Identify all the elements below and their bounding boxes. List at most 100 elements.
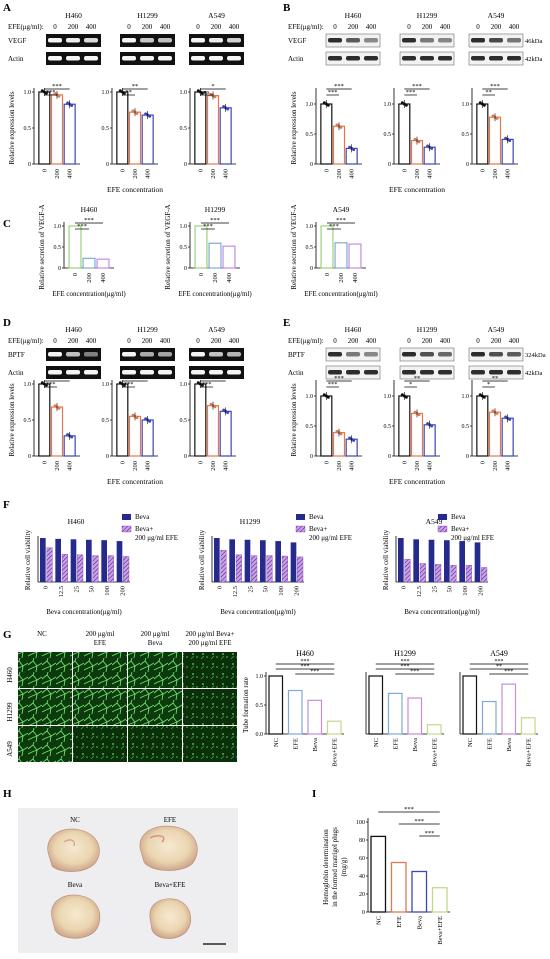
y-axis-label: Relative secretion of VEGF-A <box>290 204 298 289</box>
data-point <box>417 413 421 417</box>
data-point <box>200 91 204 95</box>
lane-label: 200 <box>422 23 433 31</box>
bar <box>128 111 142 165</box>
lane-label: 200 <box>211 337 222 345</box>
x-tick-label: 400 <box>352 273 359 283</box>
band <box>328 38 342 43</box>
band <box>346 38 360 43</box>
band <box>209 370 223 375</box>
band <box>140 370 154 375</box>
bar <box>219 107 232 165</box>
legend-label-combo-b: 200 μg/ml EFE <box>309 534 352 542</box>
y-tick-label: 0.5 <box>306 132 314 138</box>
panel-letter-c: C <box>3 218 11 230</box>
significance-label: *** <box>406 89 416 96</box>
y-tick-label: 1.0 <box>102 90 110 96</box>
x-tick-label: EFE <box>292 738 299 750</box>
band <box>122 38 136 43</box>
band-label: VEGF <box>8 37 26 45</box>
y-tick-label: 0.5 <box>180 126 188 132</box>
bar <box>206 94 220 165</box>
legend-swatch-beva <box>438 514 447 520</box>
x-tick-label: 0 <box>197 169 204 172</box>
tube-formation-micrographs: NC 200 μg/ml EFE 200 μg/ml Beva 200 μg/m… <box>6 630 237 762</box>
lane-label: 200 <box>142 337 153 345</box>
bar-beva-efe <box>123 556 130 583</box>
data-point <box>70 435 74 439</box>
matrigel-plug-photos: NC EFE Beva Beva+EFE <box>18 808 238 953</box>
g-col-beva-b: Beva <box>148 639 163 647</box>
plug-combo <box>149 898 191 939</box>
lane-label: 400 <box>440 23 451 31</box>
cell-line-title: H460 <box>345 325 362 334</box>
bar <box>476 395 489 457</box>
x-tick-label: EFE <box>392 738 399 750</box>
h-label-beva: Beva <box>68 881 83 889</box>
micrograph <box>73 689 127 725</box>
x-tick-label: 200 <box>293 586 300 596</box>
y-tick-label: 0 <box>184 162 187 168</box>
plug-efe <box>139 825 198 871</box>
x-axis-label: Beva concentration(μg/ml) <box>220 608 296 616</box>
bar <box>476 103 489 165</box>
y-tick-label: 1.0 <box>102 382 110 388</box>
bar-beva <box>116 541 123 582</box>
significance-label: *** <box>504 669 513 675</box>
bar <box>116 91 129 165</box>
x-tick-label: 25 <box>431 586 438 593</box>
y-tick-label: 0 <box>28 454 31 460</box>
bar-beva <box>86 539 92 582</box>
bar-beva <box>55 538 61 582</box>
bar-beva-efe <box>297 556 304 583</box>
band <box>346 56 360 61</box>
significance-label: *** <box>208 375 218 382</box>
lane-label: 0 <box>53 23 57 31</box>
bar <box>334 242 348 269</box>
micrograph <box>73 726 127 762</box>
band <box>438 56 452 61</box>
y-tick-label: 1.0 <box>384 394 392 400</box>
x-tick-label: NC <box>467 738 474 747</box>
band <box>507 370 521 375</box>
y-tick-label: 0.5 <box>256 703 264 709</box>
band <box>140 352 154 357</box>
significance-label: * <box>409 381 412 388</box>
bar <box>410 412 424 457</box>
significance-label: *** <box>77 223 87 230</box>
lane-label: 400 <box>366 23 377 31</box>
x-tick-label: 100 <box>104 586 111 596</box>
bar-beva-efe <box>450 565 457 583</box>
micrograph <box>18 726 72 762</box>
y-axis-label: Relative expression levels <box>8 91 16 164</box>
band <box>227 56 241 61</box>
band <box>191 370 205 375</box>
panel-letter-e: E <box>283 317 290 329</box>
x-axis-label: EFE concentration(μg/ml) <box>52 290 126 298</box>
band-label: Actin <box>288 55 304 63</box>
data-point <box>495 116 499 120</box>
band <box>227 352 241 357</box>
y-tick-label: 0 <box>106 162 109 168</box>
bar <box>208 242 222 269</box>
significance-label: *** <box>425 830 435 837</box>
band <box>48 38 62 43</box>
significance-label: *** <box>412 83 422 90</box>
x-tick-label: 25 <box>73 586 80 593</box>
chart-title: H1299 <box>240 517 261 526</box>
bar <box>423 424 436 457</box>
significance-label: ** <box>132 83 139 90</box>
band <box>402 352 416 357</box>
data-point <box>200 383 204 387</box>
y-axis-label: Relative secretion of VEGF-A <box>38 204 46 289</box>
band-label: VEGF <box>288 37 306 45</box>
band <box>420 56 434 61</box>
significance-label: *** <box>410 669 419 675</box>
bar <box>50 94 64 165</box>
y-tick-label: 0 <box>466 162 469 168</box>
significance-label: *** <box>490 83 500 90</box>
y-tick-label: 0.5 <box>306 245 314 251</box>
vessel-mark <box>63 839 75 847</box>
bar-beva <box>444 540 450 582</box>
g-col-efe-b: EFE <box>94 639 106 647</box>
